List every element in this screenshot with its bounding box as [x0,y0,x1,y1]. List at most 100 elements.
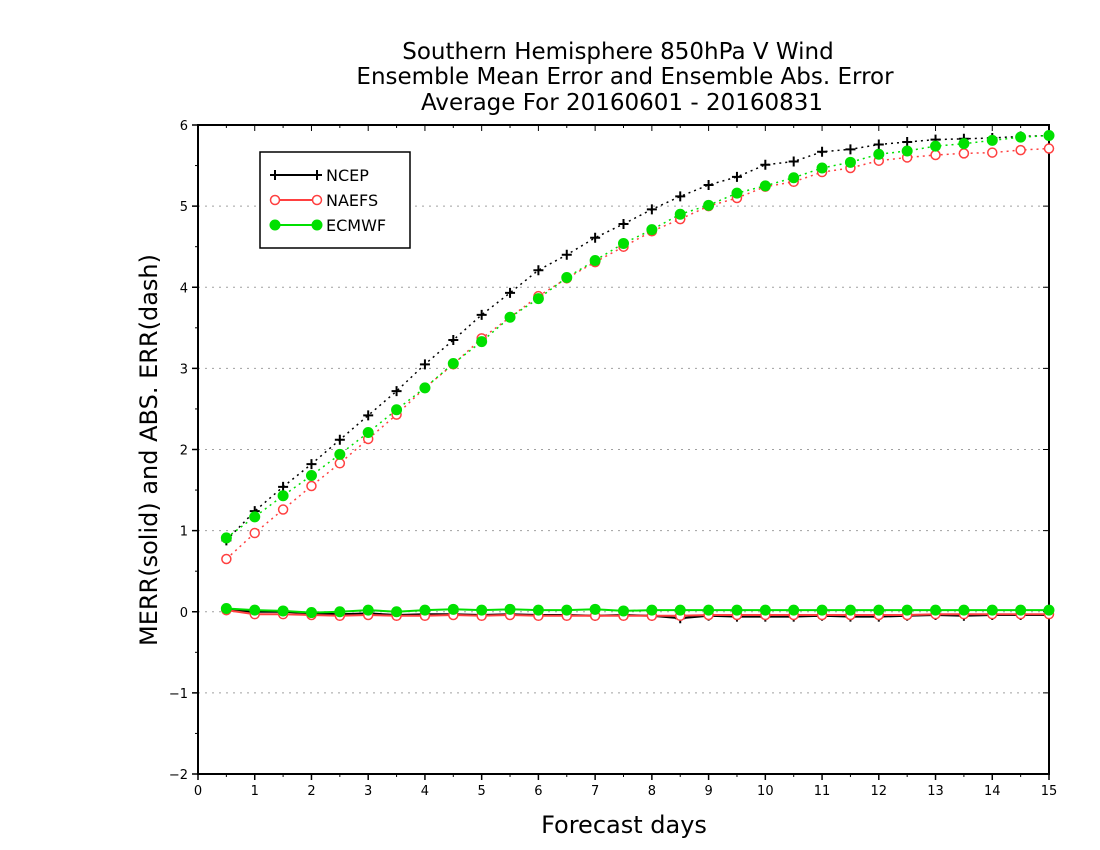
ecmwf-mean-err-point [561,604,573,616]
legend-marker-ecmwf [269,219,281,231]
legend-marker-naefs [269,194,281,206]
ecmwf-abs-err-point [419,382,431,394]
ecmwf-mean-err-point [447,603,459,615]
ncep-abs-err-point [618,218,629,229]
ecmwf-abs-err-point [504,311,516,323]
ncep-abs-err-point [590,232,601,243]
y-tick-label: 6 [180,119,188,134]
ncep-abs-err-point [760,159,771,170]
ecmwf-mean-err-point [958,604,970,616]
ecmwf-mean-err-point [532,604,544,616]
x-tick-label: 14 [984,784,1001,799]
naefs-abs-err-point [987,147,998,158]
ncep-abs-err-point [505,287,516,298]
ecmwf-abs-err-point [447,358,459,370]
x-tick-label: 10 [757,784,774,799]
x-tick-label: 12 [871,784,888,799]
title-line-3: Average For 20160601 - 20160831 [421,90,823,116]
title-line-2: Ensemble Mean Error and Ensemble Abs. Er… [356,64,894,90]
naefs-abs-err-point [306,480,317,492]
ecmwf-mean-err-point [674,604,686,616]
ecmwf-abs-err-point [476,336,488,348]
naefs-abs-err-point [334,458,346,469]
x-tick-label: 4 [421,784,429,799]
ecmwf-mean-err-point [305,607,317,619]
ecmwf-abs-err-point [249,511,261,523]
naefs-abs-err-point [249,527,260,539]
ncep-abs-err-point [845,144,856,155]
ecmwf-abs-err-point [589,254,601,266]
ncep-abs-err-point [419,359,430,370]
x-tick-label: 3 [364,784,372,799]
naefs-abs-err-point [221,553,232,565]
ecmwf-mean-err-point [391,606,403,618]
ecmwf-mean-err-point [589,603,601,615]
y-tick-label: −2 [169,768,188,783]
y-tick-label: 2 [180,444,188,459]
ecmwf-mean-err-point [334,606,346,618]
ecmwf-abs-err-point [618,237,629,249]
x-tick-label: 11 [814,784,831,799]
ncep-abs-err-point [476,309,487,320]
ecmwf-mean-err-point [249,604,261,616]
naefs-abs-err-point [1015,144,1026,156]
ecmwf-mean-err-point [873,604,885,616]
ecmwf-mean-err-point [419,604,431,616]
y-tick-label: −1 [169,687,188,702]
y-tick-label: 1 [180,525,188,540]
ncep-abs-err-point [391,386,402,397]
ecmwf-abs-err-point [731,187,743,199]
legend-marker-ecmwf [311,219,323,231]
ncep-abs-err-point [448,334,459,345]
ncep-abs-err-point [788,156,799,167]
ecmwf-abs-err-point [277,490,289,502]
ncep-abs-err-point [675,191,686,202]
legend-label-ecmwf: ECMWF [326,216,386,235]
x-tick-label: 5 [478,784,486,799]
legend: NCEP NAEFS ECMWF [259,151,411,249]
x-tick-label: 2 [307,784,315,799]
x-tick-label: 0 [194,784,202,799]
ecmwf-abs-err-point [788,172,800,184]
ecmwf-abs-err-point [391,404,403,416]
x-tick-label: 13 [927,784,944,799]
legend-marker-naefs [311,194,323,206]
ecmwf-abs-err-point [334,448,346,460]
naefs-abs-err-point [277,504,289,515]
ecmwf-abs-err-point [844,156,856,168]
ecmwf-mean-err-point [220,603,232,615]
ecmwf-mean-err-point [504,603,516,615]
naefs-abs-err-point [1043,143,1055,154]
ecmwf-abs-err-point [561,272,573,284]
x-tick-label: 1 [251,784,259,799]
ecmwf-abs-err-point [646,224,658,236]
ecmwf-mean-err-point [930,604,942,616]
ecmwf-abs-err-point [305,469,317,481]
ecmwf-mean-err-point [901,604,913,616]
naefs-abs-err-point [958,148,970,159]
ecmwf-mean-err-point [1043,604,1055,616]
y-tick-label: 3 [180,362,188,377]
x-tick-label: 9 [704,784,712,799]
ecmwf-abs-err-point [220,532,232,544]
y-tick-label: 4 [180,281,188,296]
legend-label-naefs: NAEFS [326,191,378,210]
x-axis-label: Forecast days [541,811,707,839]
x-tick-label: 8 [648,784,656,799]
ecmwf-abs-err-point [532,293,544,305]
ecmwf-mean-err-point [788,604,800,616]
ncep-abs-err-point [278,481,289,492]
ncep-abs-err-point [363,410,374,421]
x-tick-label: 15 [1041,784,1058,799]
title-line-1: Southern Hemisphere 850hPa V Wind [402,39,833,65]
ecmwf-mean-err-point [476,604,488,616]
ecmwf-abs-err-point [816,162,828,174]
ncep-abs-err-point [561,249,572,260]
legend-marker-ncep [312,170,322,180]
series-ecmwf [220,130,1055,619]
ecmwf-abs-err-point [986,134,998,146]
ecmwf-mean-err-point [986,604,998,616]
ncep-abs-err-point [873,139,884,150]
